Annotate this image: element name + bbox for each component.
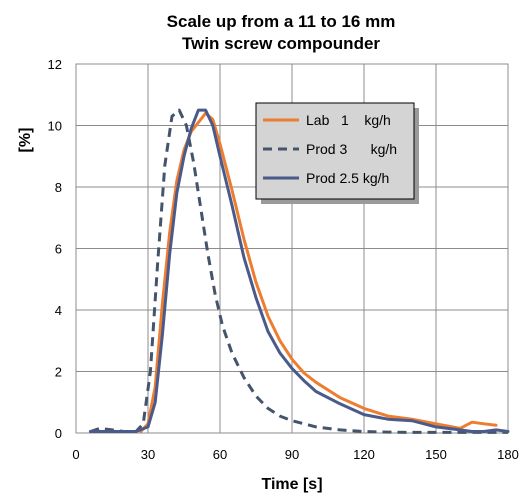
legend-label-3: Prod 2.5 kg/h xyxy=(306,170,389,186)
legend-label-1: Lab 1 kg/h xyxy=(306,112,391,128)
x-tick-label: 120 xyxy=(353,447,375,462)
series-group xyxy=(88,108,510,434)
x-tick-label: 60 xyxy=(213,447,227,462)
legend: Lab 1 kg/h Prod 3 kg/h Prod 2.5 kg/h xyxy=(255,102,419,204)
x-tick-label: 30 xyxy=(141,447,155,462)
chart-title-line-1: Scale up from a 11 to 16 mm xyxy=(167,12,396,31)
y-tick-label: 8 xyxy=(55,180,62,195)
x-tick-label: 180 xyxy=(497,447,519,462)
y-axis-label: [%] xyxy=(17,128,34,153)
x-tick-label: 90 xyxy=(285,447,299,462)
x-tick-label: 0 xyxy=(72,447,79,462)
y-tick-label: 2 xyxy=(55,365,62,380)
series-line-3 xyxy=(88,108,510,433)
legend-label-2: Prod 3 kg/h xyxy=(306,141,397,157)
series-line-1 xyxy=(139,111,498,433)
x-axis-label: Time [s] xyxy=(261,476,322,493)
x-tick-label: 150 xyxy=(425,447,447,462)
grid xyxy=(75,63,509,434)
y-tick-label: 6 xyxy=(55,242,62,257)
y-tick-label: 0 xyxy=(55,426,62,441)
y-tick-label: 10 xyxy=(48,119,62,134)
tick-labels: 0 30 60 90 120 150 180 0 2 4 6 8 10 12 xyxy=(48,57,519,462)
y-tick-label: 12 xyxy=(48,57,62,72)
chart-title-line-2: Twin screw compounder xyxy=(182,34,380,53)
y-tick-label: 4 xyxy=(55,303,62,318)
